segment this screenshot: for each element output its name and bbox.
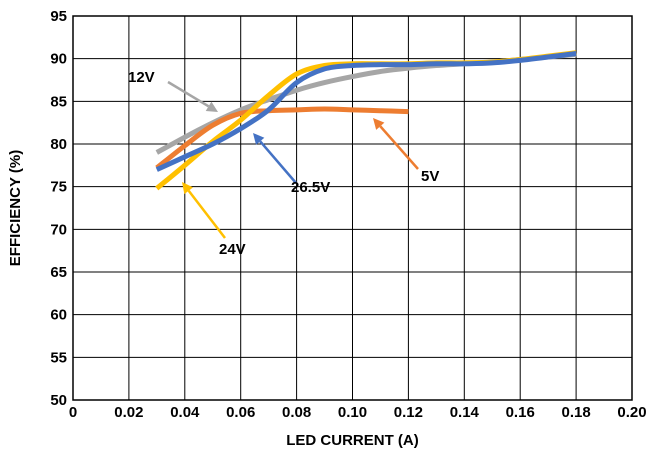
y-tick-label: 65 — [50, 264, 67, 281]
x-axis-title: LED CURRENT (A) — [286, 432, 419, 449]
x-tick-label: 0.14 — [450, 404, 480, 421]
callout-arrowhead-24v — [182, 182, 194, 195]
callout-label-26-5v: 26.5V — [291, 179, 330, 196]
x-tick-label: 0.16 — [506, 404, 535, 421]
callout-arrowhead-26-5v — [253, 133, 265, 145]
x-tick-label: 0.20 — [617, 404, 646, 421]
callout-label-12v: 12V — [128, 69, 155, 86]
callout-arrow-26-5v — [259, 140, 297, 184]
y-tick-label: 55 — [50, 349, 67, 366]
x-tick-label: 0.02 — [114, 404, 143, 421]
x-tick-labels: 0 0.02 0.04 0.06 0.08 0.10 0.12 0.14 0.16 0.18 0.2… — [69, 404, 647, 421]
x-tick-label: 0.10 — [338, 404, 367, 421]
callout-label-5v: 5V — [421, 168, 439, 185]
callout-arrow-12v — [167, 80, 210, 108]
x-tick-label: 0.06 — [226, 404, 255, 421]
callout-arrowhead-5v — [373, 118, 385, 130]
y-tick-label: 75 — [50, 179, 67, 196]
y-tick-label: 90 — [50, 51, 67, 68]
y-tick-label: 50 — [50, 392, 67, 409]
x-tick-label: 0.18 — [561, 404, 590, 421]
x-tick-label: 0.04 — [170, 404, 200, 421]
callout-label-24v: 24V — [219, 241, 246, 258]
y-tick-label: 80 — [50, 136, 67, 153]
series-line-5v — [155, 106, 409, 170]
callout-arrow-24v — [187, 189, 226, 239]
plot-frame — [72, 15, 633, 401]
callout-arrowhead-12v — [205, 101, 218, 112]
y-axis-title: EFFICIENCY (%) — [7, 150, 24, 266]
x-tick-label: 0.12 — [394, 404, 423, 421]
y-tick-label: 70 — [50, 221, 67, 238]
y-tick-label: 60 — [50, 307, 67, 324]
callouts: 12V 5V 24V 26.5V — [128, 69, 439, 258]
x-tick-label: 0 — [69, 404, 77, 421]
series-line-26-5v — [155, 51, 577, 172]
y-tick-label: 95 — [50, 8, 67, 25]
y-tick-label: 85 — [50, 93, 67, 110]
callout-arrow-5v — [379, 125, 419, 170]
y-tick-labels: 50 55 60 65 70 75 80 85 90 95 — [50, 8, 67, 409]
series-lines — [155, 50, 577, 191]
x-tick-label: 0.08 — [282, 404, 311, 421]
